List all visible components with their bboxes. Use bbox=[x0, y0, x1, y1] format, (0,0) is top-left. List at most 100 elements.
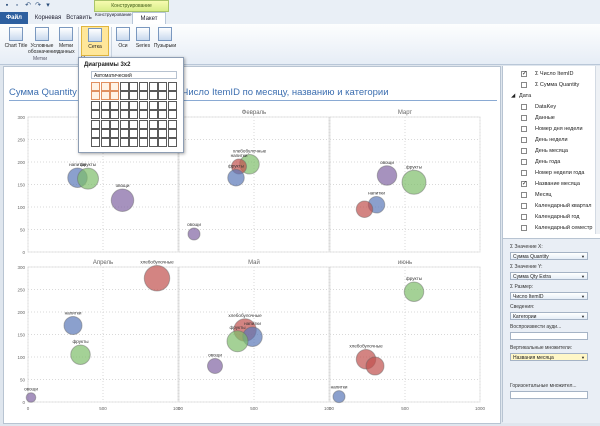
field-checkbox[interactable] bbox=[521, 137, 527, 143]
field-checkbox[interactable] bbox=[521, 82, 527, 88]
grid-cell[interactable] bbox=[148, 129, 158, 138]
details-field[interactable]: Категории ▼ bbox=[510, 312, 588, 320]
grid-cell[interactable] bbox=[139, 129, 148, 138]
bubble[interactable] bbox=[227, 169, 245, 187]
field-item[interactable]: Номер недели года bbox=[503, 167, 597, 179]
bubble[interactable] bbox=[401, 169, 427, 195]
field-item[interactable]: Номер дня недели bbox=[503, 123, 597, 135]
bubbles-button[interactable]: Пузырьки bbox=[151, 26, 179, 56]
field-item[interactable]: День месяца bbox=[503, 145, 597, 157]
grid-cell[interactable] bbox=[148, 119, 158, 129]
tab-home[interactable]: Корневая bbox=[34, 15, 62, 21]
tab-insert[interactable]: Вставить bbox=[66, 15, 92, 21]
horizontal-multiples-field[interactable] bbox=[510, 391, 588, 399]
grid-cell[interactable] bbox=[110, 138, 120, 148]
grid-mode-combo[interactable]: Автоматический bbox=[91, 71, 177, 79]
field-checkbox[interactable]: ✓ bbox=[521, 181, 528, 187]
grid-cell[interactable] bbox=[148, 138, 158, 148]
undo-icon[interactable]: ↶ bbox=[25, 2, 31, 9]
grid-size-picker[interactable] bbox=[91, 82, 179, 148]
grid-cell[interactable] bbox=[110, 129, 120, 138]
field-item[interactable]: Данные bbox=[503, 112, 597, 124]
grid-button[interactable]: Сетка bbox=[81, 26, 109, 56]
grid-cell[interactable] bbox=[119, 110, 129, 120]
grid-cell[interactable] bbox=[158, 129, 168, 138]
grid-cell[interactable] bbox=[129, 119, 139, 129]
field-list-scrollbar[interactable] bbox=[595, 66, 600, 234]
grid-cell[interactable] bbox=[139, 138, 148, 148]
field-item[interactable]: День недели bbox=[503, 134, 597, 146]
axes-button[interactable]: Оси bbox=[109, 26, 137, 56]
field-item[interactable]: Месяц bbox=[503, 189, 597, 201]
bubble[interactable] bbox=[332, 390, 346, 404]
field-item[interactable]: ✓ Σ Число ItemID bbox=[503, 68, 597, 80]
grid-cell[interactable] bbox=[167, 100, 177, 110]
grid-cell[interactable] bbox=[100, 91, 110, 101]
grid-cell[interactable] bbox=[100, 129, 110, 138]
grid-cell[interactable] bbox=[119, 138, 129, 148]
grid-cell[interactable] bbox=[139, 82, 148, 91]
grid-cell[interactable] bbox=[110, 100, 120, 110]
tab-file[interactable]: Файл bbox=[0, 12, 28, 24]
field-group[interactable]: ◢ Дата bbox=[503, 90, 597, 102]
grid-cell[interactable] bbox=[91, 119, 100, 129]
grid-cell[interactable] bbox=[158, 82, 168, 91]
field-checkbox[interactable] bbox=[521, 115, 527, 121]
grid-cell[interactable] bbox=[100, 110, 110, 120]
field-item[interactable]: Календарный семестр bbox=[503, 222, 597, 234]
grid-cell[interactable] bbox=[167, 138, 177, 148]
bubble[interactable] bbox=[226, 330, 249, 353]
bubble[interactable] bbox=[207, 358, 223, 374]
grid-cell[interactable] bbox=[119, 100, 129, 110]
bubble[interactable] bbox=[376, 165, 398, 186]
grid-cell[interactable] bbox=[100, 100, 110, 110]
field-item[interactable]: Календарный год bbox=[503, 211, 597, 223]
grid-cell[interactable] bbox=[129, 100, 139, 110]
grid-cell[interactable] bbox=[139, 119, 148, 129]
grid-cell[interactable] bbox=[139, 100, 148, 110]
field-checkbox[interactable] bbox=[521, 225, 527, 231]
bubble[interactable] bbox=[63, 316, 83, 335]
field-checkbox[interactable] bbox=[521, 148, 527, 154]
grid-cell[interactable] bbox=[110, 119, 120, 129]
grid-cell[interactable] bbox=[148, 110, 158, 120]
chart-title-button[interactable]: Chart Title bbox=[2, 26, 30, 56]
x-value-field[interactable]: Сумма Quantity ▼ bbox=[510, 252, 588, 260]
grid-cell[interactable] bbox=[167, 119, 177, 129]
save-all-icon[interactable]: ▫ bbox=[15, 2, 19, 9]
grid-cell[interactable] bbox=[91, 91, 100, 101]
data-labels-button[interactable]: Метки данных bbox=[52, 26, 80, 56]
grid-cell[interactable] bbox=[91, 82, 100, 91]
redo-icon[interactable]: ↷ bbox=[35, 2, 41, 9]
grid-cell[interactable] bbox=[91, 129, 100, 138]
field-checkbox[interactable]: ✓ bbox=[521, 71, 528, 77]
bubble[interactable] bbox=[70, 344, 91, 365]
grid-cell[interactable] bbox=[119, 82, 129, 91]
bubble[interactable] bbox=[365, 356, 385, 376]
customize-qat-icon[interactable]: ▾ bbox=[46, 2, 50, 9]
grid-cell[interactable] bbox=[129, 129, 139, 138]
vertical-multiples-field[interactable]: Названия месяца ▼ bbox=[510, 353, 588, 361]
field-checkbox[interactable] bbox=[521, 192, 527, 198]
grid-cell[interactable] bbox=[100, 82, 110, 91]
expand-icon[interactable]: ◢ bbox=[511, 93, 516, 99]
save-icon[interactable]: ▪ bbox=[5, 2, 9, 9]
grid-cell[interactable] bbox=[110, 110, 120, 120]
bubble[interactable] bbox=[77, 167, 99, 190]
series-button[interactable]: Series bbox=[129, 26, 157, 56]
grid-cell[interactable] bbox=[148, 100, 158, 110]
grid-cell[interactable] bbox=[100, 138, 110, 148]
field-item[interactable]: DataKey bbox=[503, 101, 597, 113]
field-item[interactable]: Календарный квартал bbox=[503, 200, 597, 212]
grid-cell[interactable] bbox=[148, 91, 158, 101]
grid-cell[interactable] bbox=[167, 82, 177, 91]
bubble[interactable] bbox=[403, 281, 425, 302]
grid-cell[interactable] bbox=[110, 91, 120, 101]
bubble[interactable] bbox=[187, 227, 201, 241]
bubble[interactable] bbox=[143, 265, 171, 292]
tab-design[interactable]: Конструирование bbox=[95, 12, 132, 17]
field-checkbox[interactable] bbox=[521, 159, 527, 165]
field-checkbox[interactable] bbox=[521, 170, 527, 176]
field-item[interactable]: День года bbox=[503, 156, 597, 168]
y-value-field[interactable]: Сумма Qty Extra ▼ bbox=[510, 272, 588, 280]
